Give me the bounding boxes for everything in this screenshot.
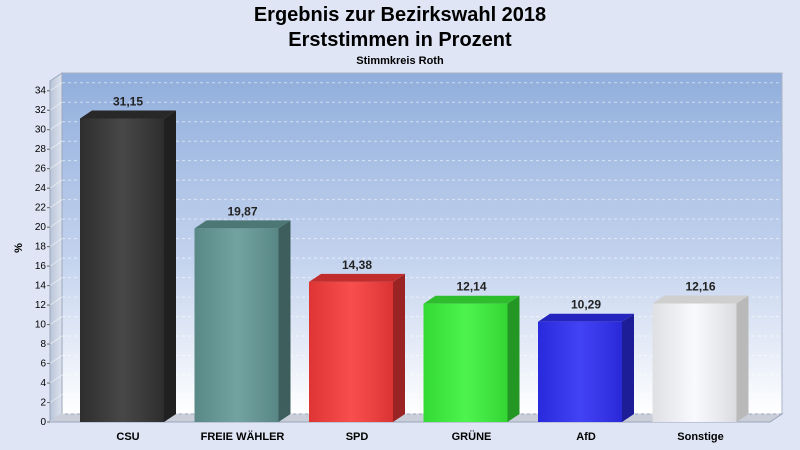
bar-value-label: 31,15 — [113, 95, 143, 109]
y-tick-label: 22 — [35, 203, 47, 214]
bar-spd: 14,38 — [309, 258, 405, 422]
y-axis-label: % — [13, 243, 25, 253]
bar-value-label: 10,29 — [571, 298, 601, 312]
y-tick-label: 30 — [35, 125, 47, 136]
chart-caption: Stimmkreis Roth — [356, 55, 444, 67]
y-tick-label: 0 — [40, 417, 46, 428]
bar-csu: 31,15 — [80, 95, 176, 422]
y-tick-label: 34 — [35, 86, 47, 97]
bars: 31,15 19,87 14,38 12,14 10,29 12,16 — [80, 95, 749, 422]
bar-afd: 10,29 — [538, 298, 634, 422]
y-tick-label: 18 — [35, 242, 47, 253]
bar-value-label: 12,16 — [685, 280, 715, 294]
y-tick-label: 24 — [35, 183, 47, 194]
category-label: GRÜNE — [452, 430, 492, 443]
chart-title: Ergebnis zur Bezirkswahl 2018 — [253, 4, 547, 26]
category-label: SPD — [346, 431, 369, 443]
y-tick-label: 14 — [35, 281, 47, 292]
y-tick-label: 26 — [35, 164, 47, 175]
y-tick-label: 6 — [40, 359, 46, 370]
y-tick-label: 4 — [40, 378, 46, 389]
y-tick-label: 10 — [35, 320, 47, 331]
y-tick-label: 28 — [35, 144, 47, 155]
category-label: CSU — [116, 431, 139, 443]
y-tick-label: 8 — [40, 339, 46, 350]
bar-value-label: 12,14 — [456, 280, 486, 294]
category-labels: CSU FREIE WÄHLER SPD GRÜNE AfD Sonstige — [116, 430, 723, 443]
category-label: FREIE WÄHLER — [201, 430, 285, 443]
bar-value-label: 14,38 — [342, 258, 372, 272]
y-tick-label: 16 — [35, 261, 47, 272]
y-tick-label: 12 — [35, 300, 47, 311]
y-tick-label: 2 — [40, 398, 46, 409]
bar-freie-wähler: 19,87 — [194, 204, 291, 422]
bar-sonstige: 12,16 — [652, 280, 749, 422]
bar-value-label: 19,87 — [227, 204, 257, 218]
y-tick-label: 20 — [35, 222, 47, 233]
y-tick-label: 32 — [35, 105, 47, 116]
category-label: Sonstige — [677, 431, 723, 443]
chart-subtitle: Erststimmen in Prozent — [288, 29, 512, 51]
category-label: AfD — [576, 431, 596, 443]
bar-grüne: 12,14 — [423, 280, 520, 422]
